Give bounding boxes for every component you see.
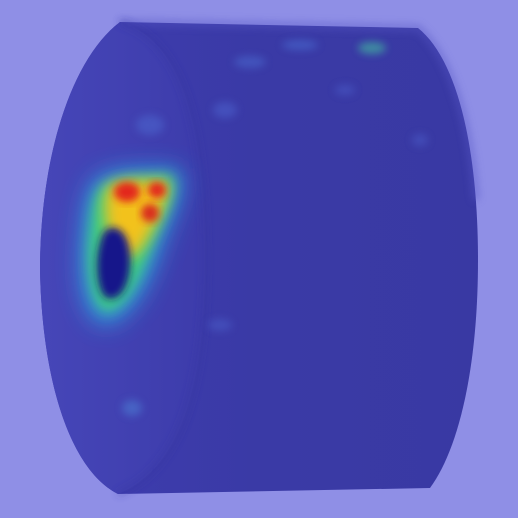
face-edge [117, 20, 207, 496]
heatmap-blob [80, 168, 182, 325]
surface-specks [122, 40, 428, 416]
cylinder-rim [119, 19, 479, 201]
